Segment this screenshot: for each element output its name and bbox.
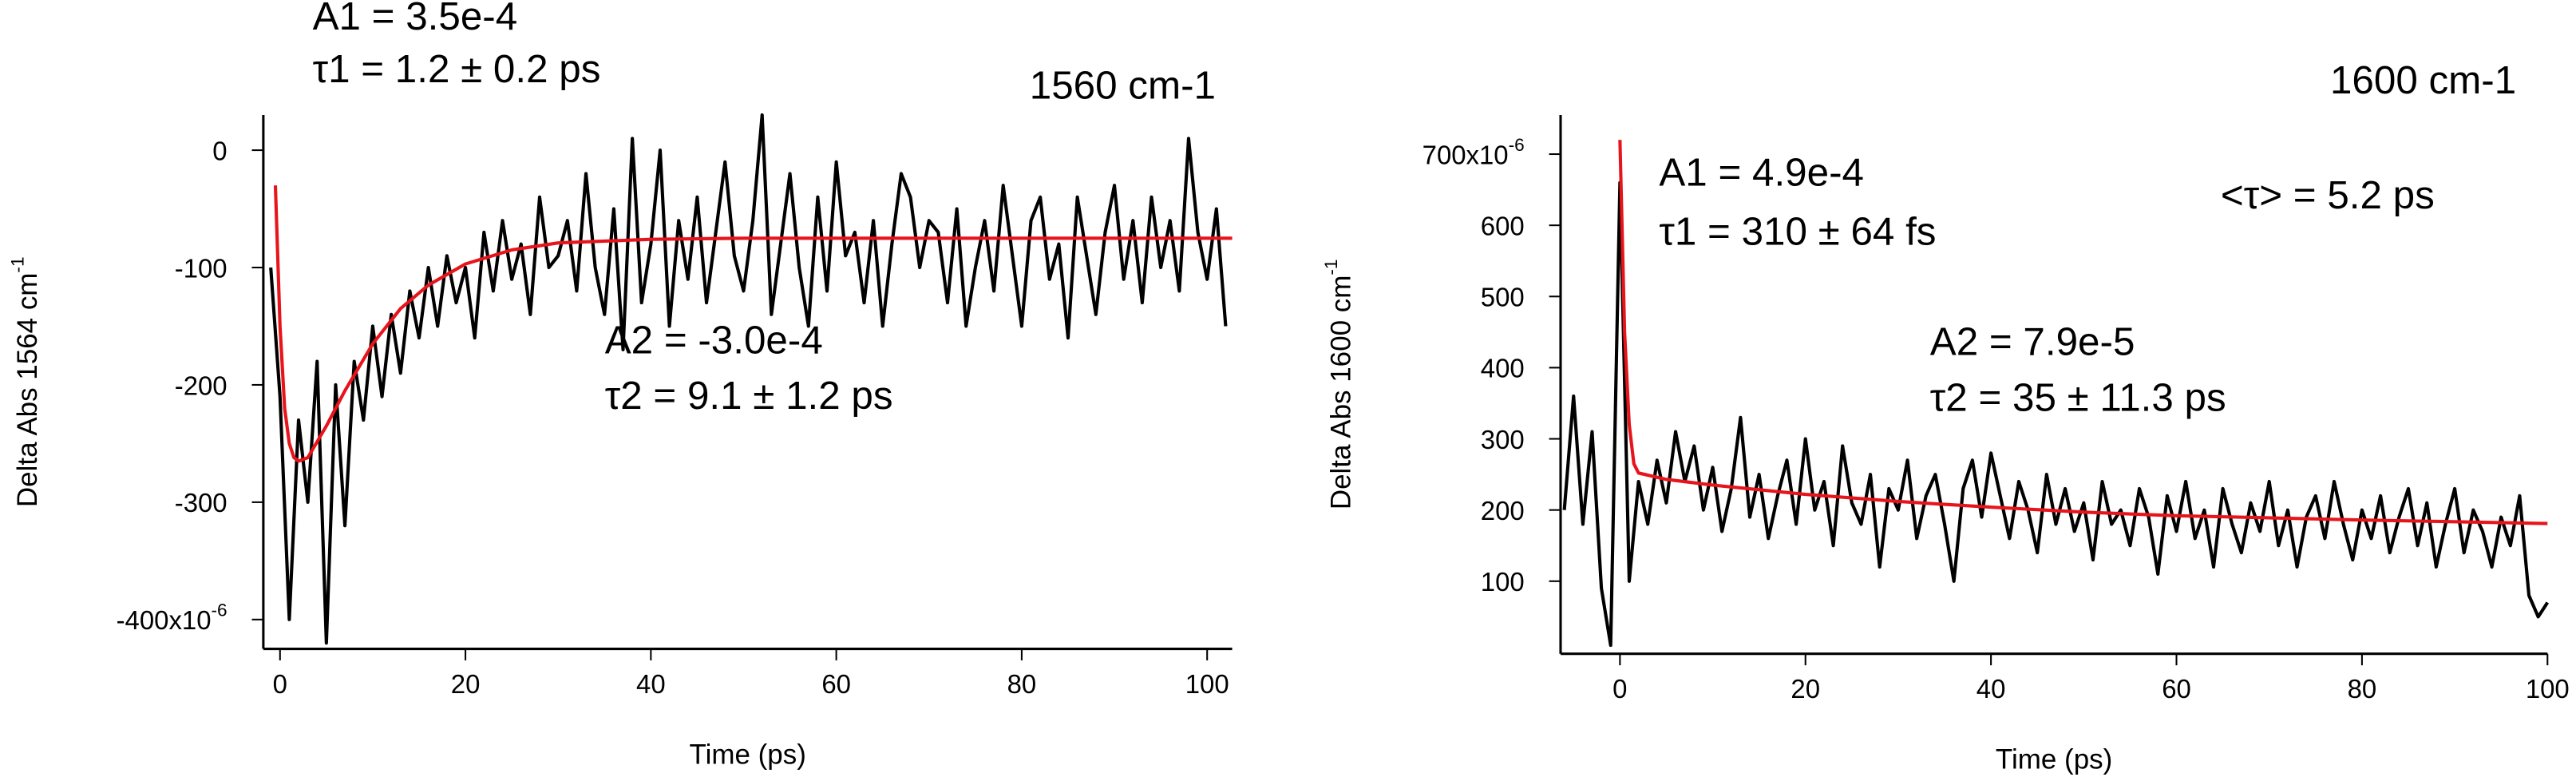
annotation: τ2 = 35 ± 11.3 ps [1930,375,2226,419]
y-tick-label: 500 [1481,283,1525,312]
annotation: A1 = 4.9e-4 [1659,150,1864,194]
y-tick-label: -300 [175,488,228,517]
y-tick-label: 400 [1481,354,1525,383]
y-tick-text: 400 [1481,354,1525,383]
y-tick-label: 600 [1481,211,1525,240]
y-axis-label-sup: -1 [8,256,28,272]
data-line [1562,180,2550,648]
x-tick-label: 80 [2348,674,2377,704]
y-tick-text: 100 [1481,567,1525,597]
x-tick-label: 60 [821,669,851,699]
y-axis-label-sup: -1 [1321,260,1341,276]
y-axis-label: Delta Abs 1564 cm-1 [8,256,43,507]
data-line [269,113,1228,645]
y-tick-text: 600 [1481,211,1525,240]
y-tick-text: -200 [175,371,228,400]
y-tick-text: 0 [212,136,227,165]
annotation: τ1 = 1.2 ± 0.2 ps [313,47,601,91]
x-tick-label: 20 [451,669,481,699]
y-tick-text: 500 [1481,283,1525,312]
data-line [1618,140,2548,525]
data-line [273,185,1233,463]
chart-title: 1560 cm-1 [1030,63,1216,107]
annotation: A2 = -3.0e-4 [605,318,823,362]
chart-title: 1600 cm-1 [2330,58,2516,102]
y-tick-text: -100 [175,253,228,283]
x-tick-label: 60 [2162,674,2191,704]
x-tick-label: 20 [1791,674,1820,704]
x-tick-label: 0 [273,669,287,699]
y-tick-exponent: -6 [212,601,228,620]
x-axis-label: Time (ps) [690,739,806,771]
x-tick-label: 40 [636,669,666,699]
y-tick-label: 0 [212,136,227,165]
y-tick-text: 700x10 [1423,140,1509,169]
annotation: τ1 = 310 ± 64 fs [1659,210,1936,254]
y-tick-text: -400x10 [117,605,212,635]
y-axis-label-text: Delta Abs 1564 cm [12,273,43,508]
y-tick-label: 100 [1481,567,1525,597]
y-axis-label: Delta Abs 1600 cm-1 [1321,260,1356,510]
y-tick-text: -300 [175,488,228,517]
y-tick-label: 700x10-6 [1423,135,1525,169]
x-axis-label: Time (ps) [1996,744,2112,775]
annotation: <τ> = 5.2 ps [2221,173,2435,217]
x-tick-label: 80 [1007,669,1037,699]
y-tick-label: -100 [175,253,228,283]
x-tick-label: 100 [1185,669,1229,699]
y-tick-label: -400x10-6 [117,601,228,635]
annotation: τ2 = 9.1 ± 1.2 ps [605,374,893,418]
y-axis-label-text: Delta Abs 1600 cm [1326,276,1357,510]
y-tick-label: 300 [1481,425,1525,454]
x-tick-label: 40 [1977,674,2006,704]
y-tick-exponent: -6 [1509,135,1525,155]
y-tick-label: -200 [175,371,228,400]
y-tick-text: 200 [1481,496,1525,525]
x-tick-label: 100 [2526,674,2570,704]
x-tick-label: 0 [1612,674,1627,704]
annotation: A2 = 7.9e-5 [1930,319,2135,363]
y-tick-label: 200 [1481,496,1525,525]
y-tick-text: 300 [1481,425,1525,454]
annotation: A1 = 3.5e-4 [313,0,518,38]
